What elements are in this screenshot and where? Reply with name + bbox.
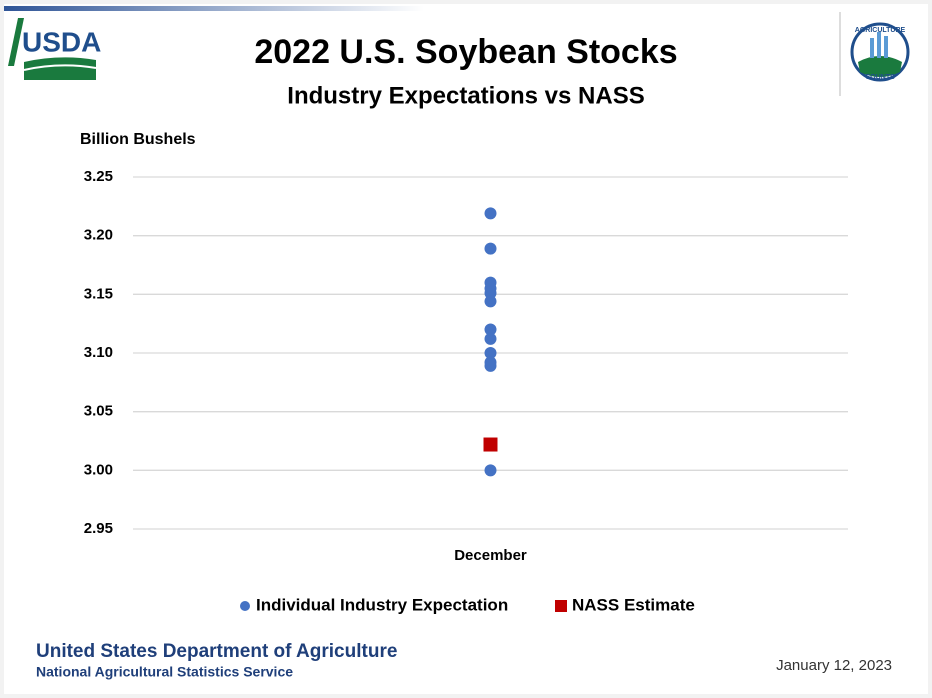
legend-label: Individual Industry Expectation: [256, 595, 508, 614]
nass-marker: [483, 437, 498, 452]
y-tick-label: 3.15: [84, 285, 113, 302]
badge-bar: [884, 36, 888, 58]
point: [484, 359, 497, 372]
point: [484, 242, 497, 255]
y-tick-label: 3.00: [84, 461, 113, 478]
footer-agency: National Agricultural Statistics Service: [36, 664, 293, 680]
point: [484, 347, 497, 359]
point: [484, 287, 497, 300]
y-tick-label: 2.95: [84, 520, 113, 537]
badge-field: [858, 56, 902, 77]
slide-bg: [4, 4, 928, 694]
badge-top: AGRICULTURE: [855, 27, 906, 34]
legend-label: NASS Estimate: [572, 595, 695, 614]
footer-org: United States Department of Agriculture: [36, 641, 397, 662]
legend-swatch: [240, 601, 250, 611]
legend-swatch: [555, 600, 567, 612]
point: [484, 207, 497, 220]
logo-shape: [8, 18, 24, 66]
y-tick-label: 3.10: [84, 344, 113, 361]
badge-bar: [877, 32, 881, 58]
logo-wave: [24, 57, 96, 80]
badge: AGRICULTURE COUNTS: [850, 22, 910, 82]
y-tick-label: 3.20: [84, 227, 113, 244]
logo-line: [23, 64, 97, 71]
point: [484, 332, 497, 345]
usda-logo: USDA: [8, 18, 101, 80]
chart-title: 2022 U.S. Soybean Stocks: [254, 33, 677, 71]
top-rule: [4, 6, 424, 11]
x-tick-label: December: [454, 547, 527, 564]
chart-subtitle: Industry Expectations vs NASS: [287, 82, 644, 109]
y-tick-label: 3.05: [84, 403, 113, 420]
badge-bottom: COUNTS: [865, 74, 895, 81]
point: [484, 464, 497, 477]
badge-bar: [870, 38, 874, 58]
y-axis-label: Billion Bushels: [80, 131, 196, 148]
logo-text: USDA: [22, 26, 101, 57]
point: [484, 323, 497, 336]
point: [484, 295, 497, 308]
y-tick-label: 3.25: [84, 168, 113, 185]
footer-date: January 12, 2023: [776, 657, 892, 674]
